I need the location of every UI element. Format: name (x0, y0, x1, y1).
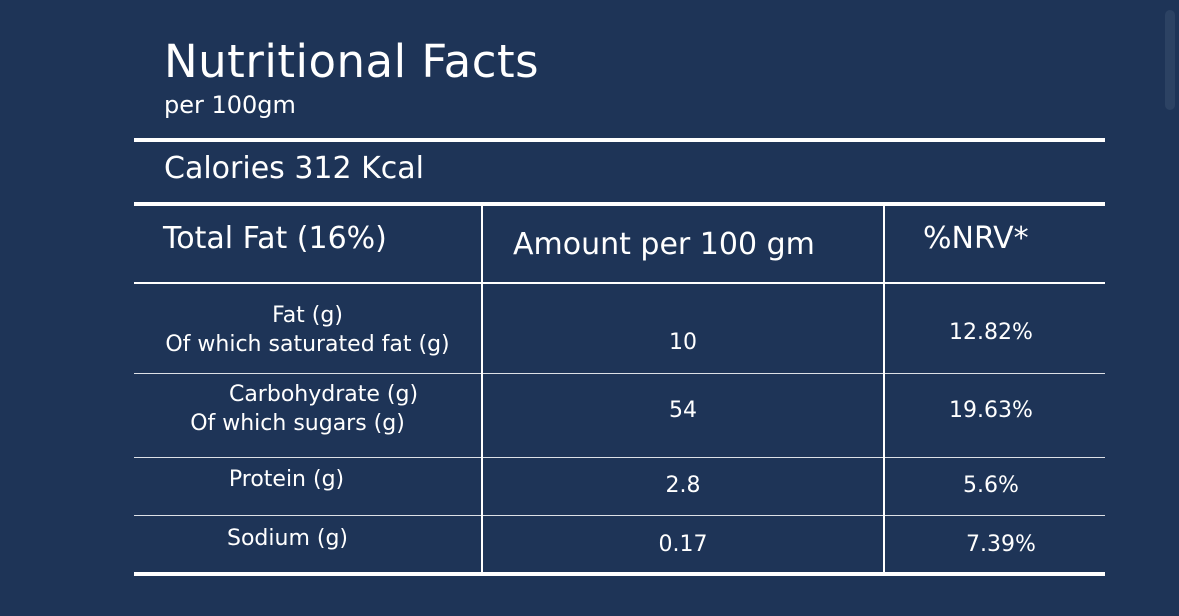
row-amount: 2.8 (665, 473, 701, 498)
row-label: Protein (g) (228, 467, 345, 492)
page-subtitle: per 100gm (164, 91, 296, 119)
row-amount: 0.17 (658, 532, 708, 557)
calories-label: Calories 312 Kcal (164, 151, 424, 186)
divider-table-top (134, 202, 1105, 206)
row-nrv: 5.6% (963, 473, 1019, 498)
row-divider (134, 373, 1105, 374)
column-separator (481, 206, 483, 573)
header-divider (134, 282, 1105, 284)
row-divider (134, 515, 1105, 516)
row-label: Carbohydrate (g) (228, 382, 419, 407)
column-header-nrv: %NRV* (923, 221, 1029, 256)
scrollbar-thumb[interactable] (1165, 10, 1175, 110)
row-label: Sodium (g) (227, 526, 348, 551)
column-header-total-fat: Total Fat (16%) (163, 221, 387, 256)
page-title: Nutritional Facts (164, 35, 540, 88)
column-header-amount: Amount per 100 gm (513, 227, 815, 262)
row-label: Fat (g) (272, 303, 343, 328)
row-divider (134, 457, 1105, 458)
row-nrv: 12.82% (949, 320, 1033, 345)
divider-top (134, 138, 1105, 142)
row-nrv: 7.39% (966, 532, 1036, 557)
row-amount: 54 (669, 398, 697, 423)
column-separator (883, 206, 885, 573)
row-sublabel: Of which saturated fat (g) (165, 332, 450, 357)
row-nrv: 19.63% (949, 398, 1033, 423)
row-amount: 10 (669, 330, 697, 355)
divider-table-bottom (134, 572, 1105, 576)
row-sublabel: Of which sugars (g) (190, 411, 405, 436)
